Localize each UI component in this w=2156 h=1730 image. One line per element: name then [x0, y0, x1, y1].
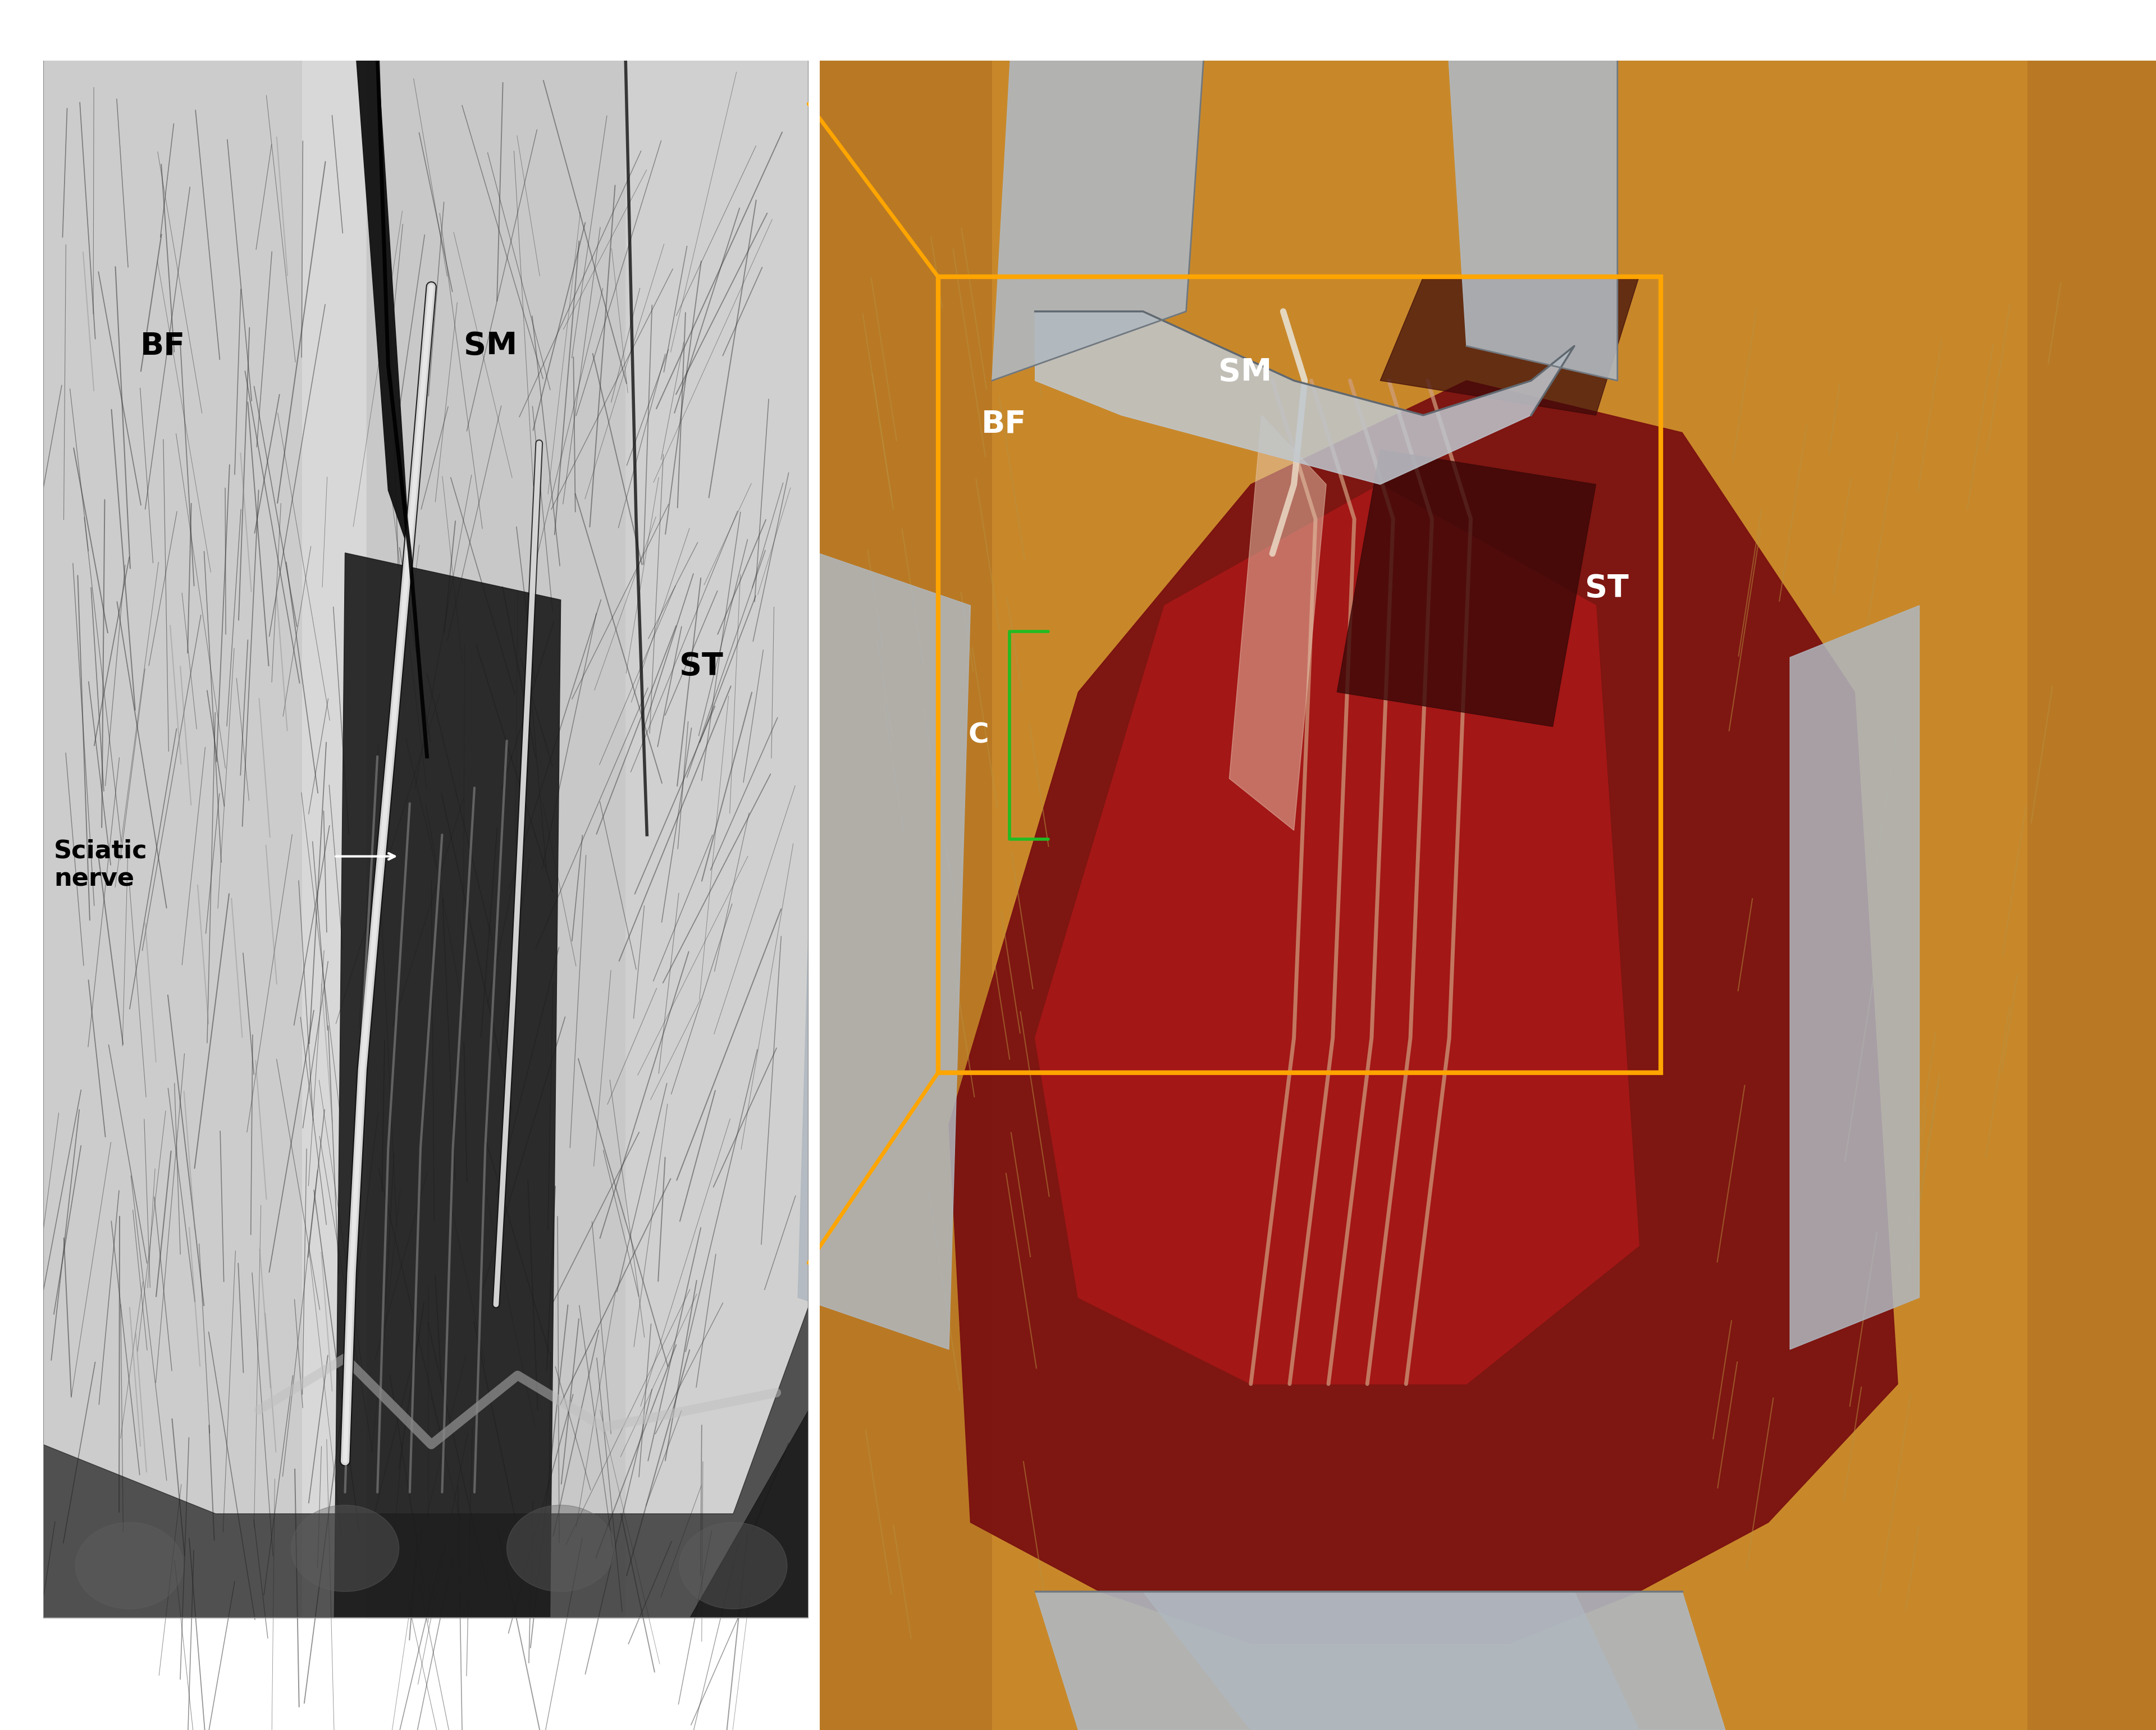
Text: BF: BF [140, 330, 185, 362]
Polygon shape [43, 1306, 808, 1618]
Bar [808, 0, 819, 1730]
Bar [43, 52, 367, 1618]
Bar [938, 277, 1660, 1073]
Polygon shape [1143, 1592, 1639, 1730]
Polygon shape [1380, 277, 1639, 415]
Polygon shape [1445, 0, 1617, 381]
Bar [0, 0, 2156, 61]
Circle shape [679, 1522, 787, 1609]
Text: SM: SM [464, 330, 517, 362]
Text: Sciatic
nerve: Sciatic nerve [54, 839, 147, 891]
Polygon shape [1035, 1592, 1725, 1730]
Polygon shape [1035, 484, 1639, 1384]
Text: BF: BF [981, 408, 1026, 439]
Polygon shape [1035, 311, 1574, 484]
Bar [43, 0, 808, 52]
Polygon shape [367, 52, 647, 1618]
Polygon shape [992, 0, 1207, 381]
Bar [819, 0, 992, 1730]
Polygon shape [798, 554, 970, 1349]
Text: ST: ST [679, 650, 722, 682]
Bar [2027, 0, 2156, 1730]
Bar [0, 0, 43, 1730]
Polygon shape [1229, 415, 1326, 830]
Bar [302, 52, 367, 1618]
Circle shape [291, 1505, 399, 1592]
Polygon shape [1337, 450, 1595, 727]
Bar [43, 52, 808, 1618]
Bar [43, 52, 808, 1618]
Bar [625, 52, 808, 1618]
Polygon shape [356, 52, 410, 554]
Bar [819, 0, 2156, 1730]
Circle shape [75, 1522, 183, 1609]
Polygon shape [334, 554, 561, 1618]
Polygon shape [43, 1410, 808, 1618]
Text: C: C [968, 721, 990, 749]
Polygon shape [1789, 605, 1919, 1349]
Text: SM: SM [1218, 356, 1272, 388]
Text: ST: ST [1585, 573, 1628, 604]
Polygon shape [949, 381, 1897, 1644]
Circle shape [507, 1505, 614, 1592]
